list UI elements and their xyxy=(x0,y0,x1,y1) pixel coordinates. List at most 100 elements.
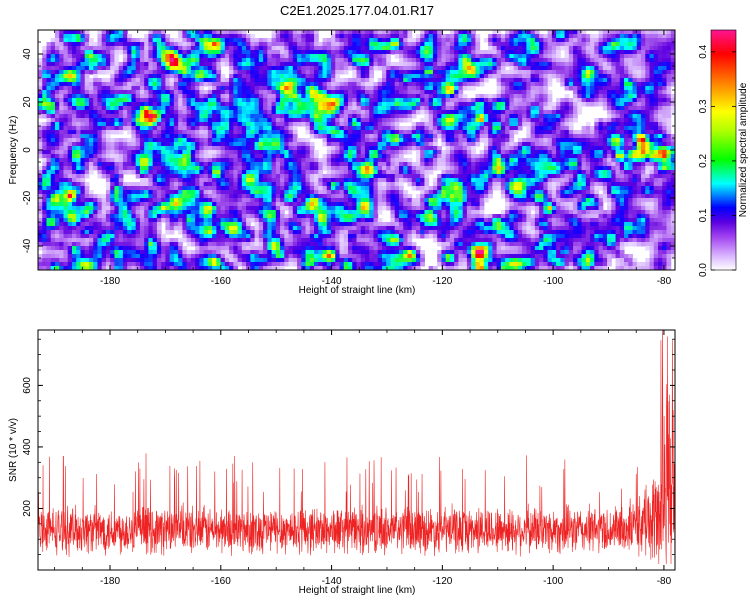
heatmap-cell xyxy=(403,66,408,71)
heatmap-cell xyxy=(76,74,81,79)
heatmap-cell xyxy=(539,86,544,91)
heatmap-cell xyxy=(152,90,158,95)
heatmap-cell xyxy=(428,166,434,171)
heatmap-cell xyxy=(492,166,498,171)
heatmap-cell xyxy=(88,86,94,91)
heatmap-cell xyxy=(543,86,549,91)
heatmap-cell xyxy=(449,58,455,63)
heatmap-cell xyxy=(500,74,506,79)
heatmap-cell xyxy=(543,162,549,167)
heatmap-cell xyxy=(428,54,434,59)
heatmap-cell xyxy=(471,42,476,47)
heatmap-cell xyxy=(156,162,162,167)
heatmap-cell xyxy=(97,30,103,35)
heatmap-cell xyxy=(590,58,595,63)
heatmap-cell xyxy=(71,46,77,51)
heatmap-cell xyxy=(59,90,64,95)
heatmap-cell xyxy=(607,102,612,107)
heatmap-cell xyxy=(169,86,175,91)
heatmap-cell xyxy=(377,94,383,99)
heatmap-cell xyxy=(551,62,557,67)
heatmap-cell xyxy=(80,158,86,163)
heatmap-cell xyxy=(118,162,124,167)
heatmap-cell xyxy=(483,54,489,59)
heatmap-cell xyxy=(543,42,549,47)
heatmap-cell xyxy=(662,70,668,75)
heatmap-cell xyxy=(331,50,336,55)
heatmap-cell xyxy=(424,82,430,87)
heatmap-cell xyxy=(513,118,519,123)
heatmap-cell xyxy=(381,42,387,47)
heatmap-cell xyxy=(284,158,290,163)
heatmap-cell xyxy=(348,58,353,63)
heatmap-cell xyxy=(415,90,421,95)
heatmap-cell xyxy=(441,142,447,147)
heatmap-cell xyxy=(415,146,421,151)
heatmap-cell xyxy=(585,78,591,83)
heatmap-cell xyxy=(335,150,341,155)
heatmap-cell xyxy=(373,118,379,123)
heatmap-cell xyxy=(356,106,362,111)
heatmap-cell xyxy=(377,114,383,119)
heatmap-cell xyxy=(556,38,561,43)
heatmap-cell xyxy=(628,154,634,159)
heatmap-cell xyxy=(534,42,540,47)
heatmap-cell xyxy=(513,166,519,171)
heatmap-cell xyxy=(560,138,566,143)
heatmap-cell xyxy=(50,114,56,119)
heatmap-cell xyxy=(415,158,421,163)
heatmap-cell xyxy=(534,158,540,163)
heatmap-cell xyxy=(573,142,578,147)
heatmap-cell xyxy=(42,66,47,71)
heatmap-cell xyxy=(670,42,675,47)
heatmap-cell xyxy=(428,138,434,143)
heatmap-cell xyxy=(114,110,120,115)
heatmap-cell xyxy=(76,126,81,131)
heatmap-cell xyxy=(216,150,222,155)
heatmap-cell xyxy=(496,118,502,123)
heatmap-cell xyxy=(93,166,98,171)
heatmap-cell xyxy=(292,50,298,55)
heatmap-cell xyxy=(339,110,345,115)
heatmap-cell xyxy=(199,162,205,167)
heatmap-cell xyxy=(543,166,549,171)
heatmap-cell xyxy=(288,46,294,51)
heatmap-cell xyxy=(263,90,268,95)
heatmap-cell xyxy=(190,42,196,47)
heatmap-cell xyxy=(224,110,230,115)
heatmap-cell xyxy=(292,118,298,123)
heatmap-cell xyxy=(339,30,345,35)
heatmap-cell xyxy=(42,102,47,107)
heatmap-cell xyxy=(645,46,651,51)
heatmap-cell xyxy=(297,94,302,99)
heatmap-cell xyxy=(369,82,374,87)
heatmap-cell xyxy=(386,94,391,99)
heatmap-cell xyxy=(275,46,281,51)
heatmap-cell xyxy=(411,70,417,75)
heatmap-cell xyxy=(152,150,158,155)
heatmap-cell xyxy=(666,114,672,119)
heatmap-cell xyxy=(543,38,549,43)
heatmap-cell xyxy=(165,34,171,39)
heatmap-cell xyxy=(432,54,438,59)
heatmap-cell xyxy=(80,58,86,63)
heatmap-cell xyxy=(360,126,366,131)
heatmap-cell xyxy=(131,70,137,75)
heatmap-cell xyxy=(585,70,591,75)
heatmap-cell xyxy=(212,166,217,171)
heatmap-cell xyxy=(373,162,379,167)
heatmap-cell xyxy=(505,138,510,143)
heatmap-cell xyxy=(80,130,86,135)
heatmap-cell xyxy=(390,46,396,51)
heatmap-cell xyxy=(110,78,115,83)
heatmap-cell xyxy=(666,142,672,147)
heatmap-cell xyxy=(144,86,149,91)
heatmap-cell xyxy=(449,46,455,51)
heatmap-cell xyxy=(152,134,158,139)
heatmap-cell xyxy=(649,150,655,155)
heatmap-cell xyxy=(152,166,158,171)
heatmap-cell xyxy=(577,90,583,95)
heatmap-cell xyxy=(403,42,408,47)
heatmap-cell xyxy=(110,94,115,99)
heatmap-cell xyxy=(284,146,290,151)
